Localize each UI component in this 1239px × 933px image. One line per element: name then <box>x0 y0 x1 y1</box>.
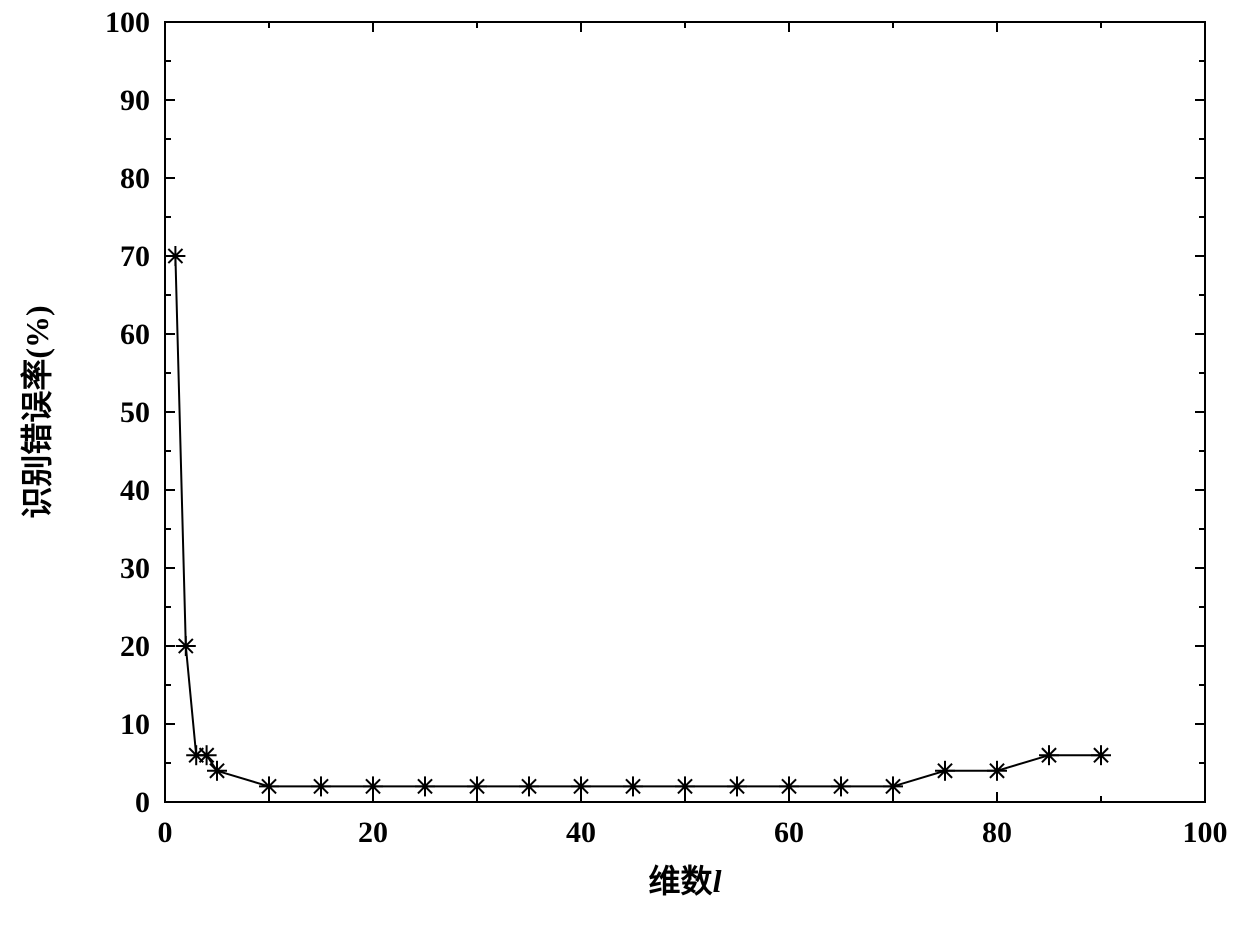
svg-text:100: 100 <box>1183 816 1228 849</box>
svg-text:10: 10 <box>120 708 150 741</box>
svg-text:维数l: 维数l <box>649 863 722 899</box>
svg-text:90: 90 <box>120 84 150 117</box>
svg-text:80: 80 <box>982 816 1012 849</box>
svg-text:20: 20 <box>120 630 150 663</box>
svg-text:40: 40 <box>120 474 150 507</box>
svg-text:50: 50 <box>120 396 150 429</box>
svg-text:20: 20 <box>358 816 388 849</box>
svg-text:识别错误率(%): 识别错误率(%) <box>19 305 55 518</box>
svg-text:30: 30 <box>120 552 150 585</box>
svg-text:60: 60 <box>774 816 804 849</box>
svg-text:60: 60 <box>120 318 150 351</box>
chart-container: 0 20 40 60 80 100 0 10 20 30 40 50 60 70 80 90 100 维数l 识别错… <box>0 0 1239 928</box>
svg-text:0: 0 <box>135 786 150 819</box>
svg-text:80: 80 <box>120 162 150 195</box>
svg-text:100: 100 <box>105 6 150 39</box>
svg-text:0: 0 <box>158 816 173 849</box>
svg-text:40: 40 <box>566 816 596 849</box>
svg-text:70: 70 <box>120 240 150 273</box>
chart-svg: 0 20 40 60 80 100 0 10 20 30 40 50 60 70 80 90 100 维数l 识别错… <box>0 0 1239 928</box>
